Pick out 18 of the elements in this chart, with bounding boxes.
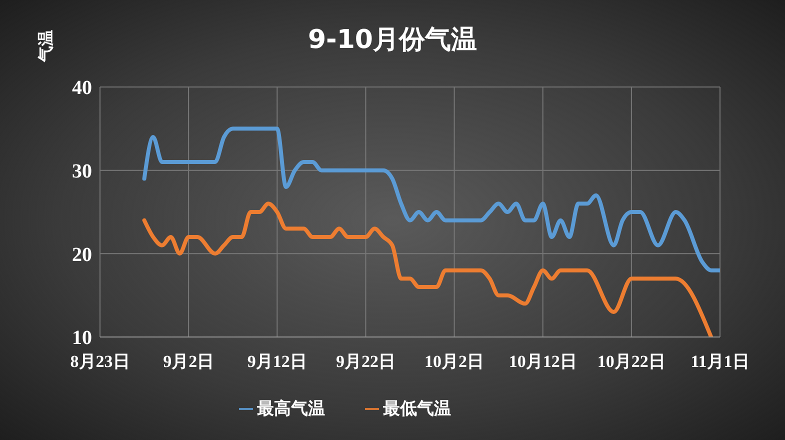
x-tick-label: 9月12日 [247, 352, 307, 372]
y-tick-label: 40 [72, 77, 92, 100]
y-tick-label: 10 [72, 327, 92, 350]
line-series [142, 202, 714, 337]
x-tick-label: 9月2日 [163, 352, 214, 372]
x-tick-label: 9月22日 [336, 352, 396, 372]
y-tick-label: 30 [72, 160, 92, 182]
x-tick-label: 11月1日 [690, 352, 750, 372]
x-tick-label: 10月2日 [424, 352, 484, 372]
line-series [142, 126, 720, 272]
x-tick-label: 8月23日 [70, 352, 130, 372]
legend-label: 最低气温 [383, 399, 451, 419]
chart-title: 9-10月份气温 [308, 25, 478, 55]
y-axis-title: 气温 [36, 30, 56, 62]
x-tick-label: 10月12日 [508, 352, 577, 372]
x-tick-label: 10月22日 [597, 352, 666, 372]
legend-label: 最高气温 [257, 399, 325, 419]
y-tick-label: 20 [72, 244, 92, 266]
